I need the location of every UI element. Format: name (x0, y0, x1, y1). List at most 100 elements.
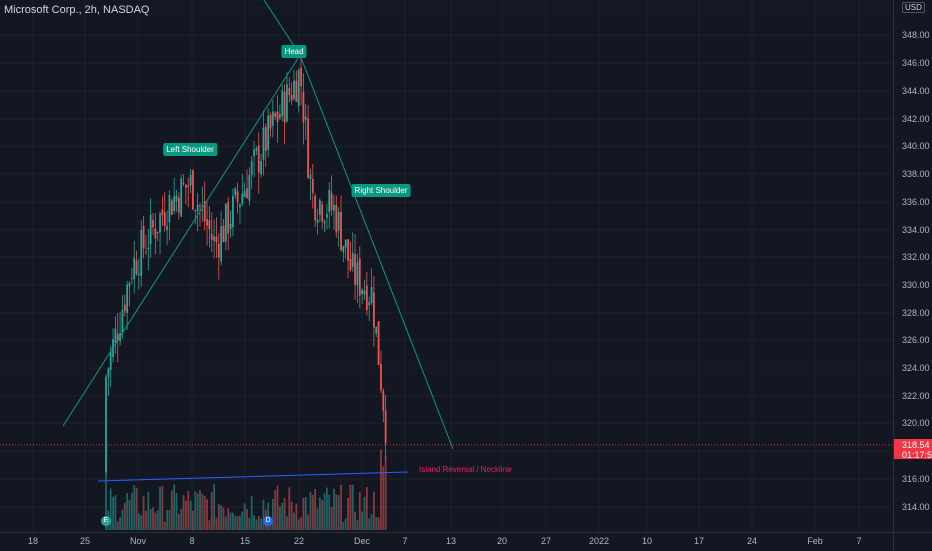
price-tick-label: 316.00 (902, 474, 930, 484)
volume-bar (370, 513, 373, 530)
time-tick-label: 24 (746, 536, 758, 546)
candle-body (175, 195, 178, 202)
chart-area[interactable]: Microsoft Corp., 2h, NASDAQ Left Shoulde… (0, 0, 893, 532)
volume-bar (182, 495, 185, 530)
volume-bar (311, 494, 314, 530)
volume-bar (206, 499, 208, 530)
volume-bar (163, 521, 166, 530)
volume-bar (333, 488, 335, 530)
price-tick-label: 322.00 (902, 391, 930, 401)
candle-body (149, 214, 152, 244)
candle-body (208, 220, 211, 230)
volume-bar (253, 515, 255, 530)
candle-body (206, 219, 208, 226)
symbol-title[interactable]: Microsoft Corp., 2h, NASDAQ (4, 4, 150, 16)
candle-body (260, 161, 262, 175)
candle-body (274, 112, 277, 117)
volume-bar (344, 518, 347, 530)
trendline-left (62, 54, 301, 427)
neckline (97, 471, 409, 482)
time-tick-label: 27 (540, 536, 552, 546)
candle-body (194, 210, 197, 212)
volume-bar (232, 512, 234, 530)
time-tick-label: 18 (27, 536, 39, 546)
candle-body (189, 174, 192, 186)
price-tick-label: 314.00 (902, 502, 930, 512)
price-chart[interactable] (0, 0, 893, 532)
volume-bar (288, 487, 291, 530)
volume-bar (274, 490, 277, 530)
volume-bar (307, 514, 309, 530)
volume-bar (154, 512, 157, 530)
volume-bar (302, 497, 305, 530)
volume-bar (194, 491, 197, 530)
time-tick-label: Nov (129, 536, 147, 546)
volume-bar (295, 503, 298, 530)
price-axis[interactable]: 314.00316.00318.00320.00322.00324.00326.… (893, 0, 932, 532)
volume-bar (321, 500, 324, 530)
volume-bar (279, 506, 281, 530)
volume-bar (130, 492, 133, 530)
dividend-icon[interactable]: D (263, 516, 273, 526)
volume-bar (309, 492, 312, 530)
currency-label[interactable]: USD (902, 2, 925, 13)
price-tick-label: 334.00 (902, 225, 930, 235)
price-tick-label: 342.00 (902, 114, 930, 124)
candle-body (196, 204, 199, 212)
axis-corner (893, 532, 932, 551)
candle-body (307, 118, 309, 178)
candle-body (182, 182, 185, 184)
candle-body (215, 236, 218, 243)
time-tick-label: 7 (856, 536, 862, 546)
volume-bar (208, 520, 211, 530)
time-axis[interactable]: 18 25 Nov 8 15 22 Dec 7 13 20 27 2022 10 17 24 Feb 7 (0, 532, 893, 551)
volume-bar (105, 440, 107, 530)
volume-bar (135, 488, 138, 530)
volume-bar (142, 496, 145, 530)
candle-body (318, 200, 321, 215)
candle-body (377, 321, 380, 365)
volume-bar (185, 500, 187, 530)
candle-body (264, 126, 267, 151)
candle-body (145, 251, 147, 253)
volume-bar (262, 499, 265, 530)
candle-body (114, 328, 117, 344)
candle-body (135, 260, 138, 275)
volume-bar (140, 515, 143, 530)
candle-body (368, 302, 371, 306)
earnings-icon[interactable]: E (101, 516, 111, 526)
volume-bar (318, 496, 321, 530)
candle-body (257, 145, 260, 173)
candle-body (156, 231, 159, 234)
candle-body (340, 212, 342, 251)
volume-bar (109, 488, 112, 530)
time-tick-label: 25 (79, 536, 91, 546)
volume-bar (123, 502, 126, 530)
candle-body (210, 233, 213, 240)
volume-bar (170, 490, 173, 530)
price-tick-label: 346.00 (902, 58, 930, 68)
candle-body (142, 226, 145, 249)
volume-bar (173, 484, 176, 530)
volume-bar (168, 510, 171, 530)
volume-bar (250, 495, 253, 530)
candle-body (123, 304, 126, 311)
price-tick-label: 340.00 (902, 141, 930, 151)
volume-bar (384, 456, 387, 530)
time-tick-label: Dec (353, 536, 371, 546)
candle-body (168, 195, 171, 223)
volume-bar (227, 508, 230, 530)
volume-bar (314, 488, 317, 530)
candle-body (262, 127, 265, 160)
head-label: Head (281, 45, 307, 58)
candle-body (222, 225, 225, 242)
candle-body (271, 111, 274, 126)
volume-bar (363, 496, 366, 530)
volume-bar (330, 506, 333, 530)
volume-bar (337, 495, 340, 530)
volume-bar (375, 516, 378, 530)
candle-body (286, 84, 288, 122)
volume-bar (156, 510, 159, 530)
last-price-value: 318.54 (902, 439, 930, 450)
volume-bar (210, 492, 213, 530)
